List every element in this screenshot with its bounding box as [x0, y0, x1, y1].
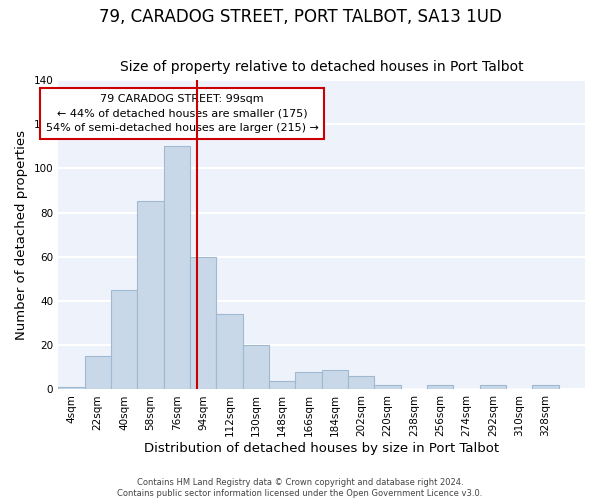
Bar — [137, 202, 164, 390]
Bar — [295, 372, 322, 390]
Text: 79, CARADOG STREET, PORT TALBOT, SA13 1UD: 79, CARADOG STREET, PORT TALBOT, SA13 1U… — [98, 8, 502, 26]
Bar — [532, 385, 559, 390]
Bar — [322, 370, 348, 390]
Y-axis label: Number of detached properties: Number of detached properties — [15, 130, 28, 340]
Title: Size of property relative to detached houses in Port Talbot: Size of property relative to detached ho… — [120, 60, 523, 74]
Bar — [374, 385, 401, 390]
Bar — [427, 385, 453, 390]
Bar — [58, 387, 85, 390]
Bar — [111, 290, 137, 390]
Bar — [269, 380, 295, 390]
X-axis label: Distribution of detached houses by size in Port Talbot: Distribution of detached houses by size … — [144, 442, 499, 455]
Bar — [216, 314, 242, 390]
Bar — [479, 385, 506, 390]
Bar — [348, 376, 374, 390]
Bar — [190, 257, 216, 390]
Bar — [164, 146, 190, 390]
Bar — [242, 345, 269, 390]
Text: 79 CARADOG STREET: 99sqm
← 44% of detached houses are smaller (175)
54% of semi-: 79 CARADOG STREET: 99sqm ← 44% of detach… — [46, 94, 319, 134]
Bar — [85, 356, 111, 390]
Text: Contains HM Land Registry data © Crown copyright and database right 2024.
Contai: Contains HM Land Registry data © Crown c… — [118, 478, 482, 498]
